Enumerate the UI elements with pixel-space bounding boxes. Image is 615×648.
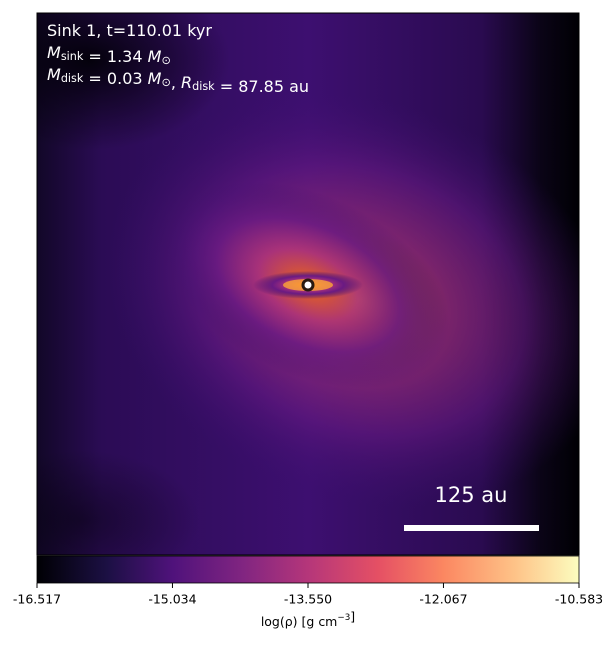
text-segment: M — [148, 69, 162, 88]
annotation: Msink = 1.34 M⊙ — [47, 43, 171, 68]
subscript: ⊙ — [161, 54, 170, 67]
sink-marker — [301, 278, 315, 292]
text-segment: Sink 1, t=110.01 kyr — [47, 21, 212, 40]
subscript: disk — [192, 80, 215, 93]
colorbar-tick-label: -13.550 — [284, 592, 332, 607]
subscript: sink — [61, 50, 84, 63]
text-segment: , — [171, 73, 181, 92]
text-segment: log(ρ) [g cm — [261, 614, 338, 629]
density-map — [37, 13, 579, 555]
text-segment: ] — [350, 609, 355, 624]
colorbar-tick-label: -12.067 — [419, 592, 467, 607]
text-segment: M — [47, 43, 61, 62]
superscript: −3 — [337, 613, 350, 623]
plot-frame — [36, 12, 580, 556]
text-segment: M — [47, 65, 61, 84]
colorbar-label: log(ρ) [g cm−3] — [261, 609, 355, 629]
text-segment: = 87.85 au — [215, 77, 309, 96]
colorbar-tick-label: -10.583 — [555, 592, 603, 607]
colorbar-tick-label: -16.517 — [13, 592, 61, 607]
text-segment: R — [181, 73, 192, 92]
scale-bar-label: 125 au — [435, 483, 508, 507]
colorbar-tick-label: -15.034 — [148, 592, 196, 607]
colorbar — [36, 555, 580, 584]
annotation: Sink 1, t=110.01 kyr — [47, 21, 212, 40]
text-segment: M — [148, 47, 162, 66]
text-segment: = 1.34 — [83, 47, 147, 66]
annotation: Mdisk = 0.03 M⊙, Rdisk = 87.85 au — [47, 65, 309, 96]
subscript: ⊙ — [161, 76, 170, 89]
text-segment: = 0.03 — [83, 69, 147, 88]
subscript: disk — [61, 72, 84, 85]
